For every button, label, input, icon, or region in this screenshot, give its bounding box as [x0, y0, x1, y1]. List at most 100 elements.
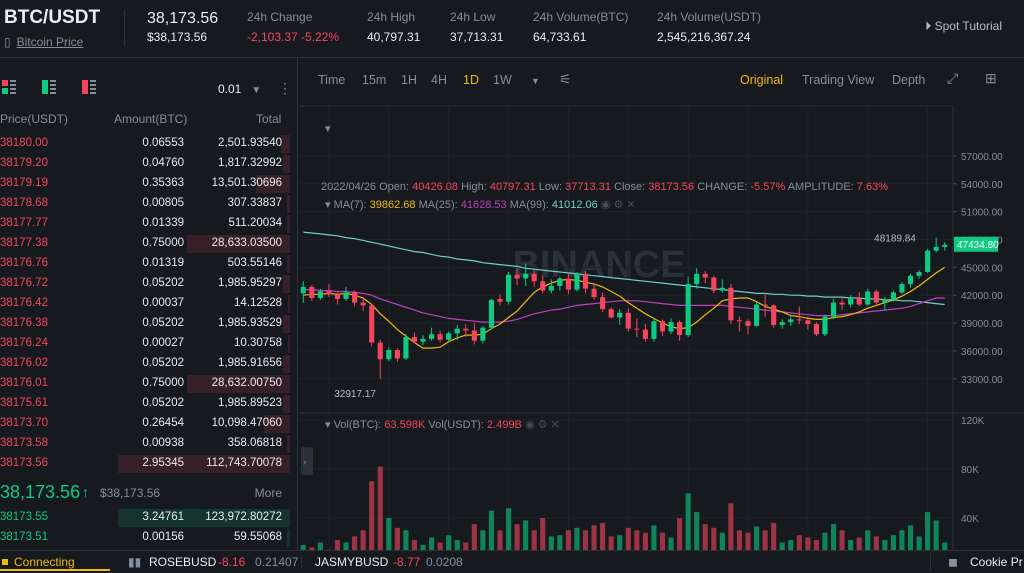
interval-1d[interactable]: 1D — [463, 73, 479, 87]
ask-row[interactable]: 38179.19 0.35363 13,501.30696 — [0, 174, 290, 194]
interval-time[interactable]: Time — [318, 73, 346, 87]
candle-body — [925, 250, 931, 272]
pair-title[interactable]: BTC/USDT — [4, 7, 101, 28]
spot-tutorial-link[interactable]: ⏵ Spot Tutorial — [925, 19, 1002, 34]
more-link[interactable]: More — [254, 486, 282, 500]
volume-bar — [762, 530, 768, 550]
stat-value-change: -2,103.37 -5.22% — [247, 30, 340, 44]
volume-bar — [771, 522, 777, 550]
ask-price: 38175.61 — [0, 397, 48, 409]
max-price-label: 48189.84 — [874, 234, 916, 245]
ask-row[interactable]: 38173.58 0.00938 358.06818 — [0, 434, 290, 454]
ask-row[interactable]: 38178.68 0.00805 307.33837 — [0, 194, 290, 214]
candle-body — [848, 298, 854, 305]
volume-bar — [480, 530, 486, 550]
ask-row[interactable]: 38176.76 0.01319 503.55146 — [0, 254, 290, 274]
ask-row[interactable]: 38176.24 0.00027 10.30758 — [0, 334, 290, 354]
volume-bar — [386, 518, 392, 550]
candle-body — [890, 292, 896, 300]
ask-row[interactable]: 38177.77 0.01339 511.20034 — [0, 214, 290, 234]
ma25-line — [303, 289, 945, 323]
volume-bar — [873, 536, 879, 550]
stat-label-change: 24h Change — [247, 10, 313, 24]
volume-bar — [890, 535, 896, 550]
ask-row[interactable]: 38180.00 0.06553 2,501.93540 — [0, 134, 290, 154]
ma-lines — [303, 231, 946, 349]
interval-1h[interactable]: 1H — [401, 73, 417, 87]
volume-bar — [360, 530, 366, 550]
ask-row[interactable]: 38175.61 0.05202 1,985.89523 — [0, 394, 290, 414]
intervals-dropdown-icon[interactable]: ▼ — [531, 76, 540, 86]
candle-body — [446, 333, 452, 340]
bid-row[interactable]: 38173.51 0.00156 59.55068 — [0, 528, 290, 548]
candle-body — [352, 292, 358, 303]
ask-row[interactable]: 38176.02 0.05202 1,985.91656 — [0, 354, 290, 374]
ask-amount: 0.00027 — [142, 337, 184, 349]
ohlc-date: 2022/04/26 — [321, 181, 376, 193]
buy-only-layout-icon[interactable] — [42, 80, 56, 94]
ask-row[interactable]: 38176.38 0.05202 1,985.93529 — [0, 314, 290, 334]
precision-select[interactable]: 0.01 ▼ — [218, 82, 261, 96]
status-underline — [0, 569, 110, 571]
volume-bar — [582, 530, 589, 550]
interval-15m[interactable]: 15m — [362, 73, 387, 87]
ticker-list-icon[interactable]: ▮▮ — [128, 555, 142, 569]
bitcoin-price-link[interactable]: ▯ Bitcoin Price — [4, 35, 83, 49]
price-tick-label: 42000.00 — [961, 291, 1003, 302]
both-sides-layout-icon[interactable] — [2, 80, 16, 94]
candle-body — [745, 321, 751, 326]
depth-bar — [187, 235, 290, 253]
ask-total: 112,743.70078 — [206, 457, 282, 469]
more-options-icon[interactable]: ⋮ — [278, 80, 292, 96]
ask-amount: 0.01319 — [142, 257, 184, 269]
sell-only-layout-icon[interactable] — [82, 80, 96, 94]
grid-layout-icon[interactable]: ⊞ — [985, 70, 997, 86]
view-tradingview[interactable]: Trading View — [802, 73, 875, 87]
stat-value-vol-usdt: 2,545,216,367.24 — [657, 30, 751, 44]
candle-body — [754, 304, 760, 326]
fullscreen-icon[interactable]: ⤢ — [947, 70, 959, 86]
col-total: Total — [256, 112, 282, 126]
ask-total: 511.20034 — [228, 217, 282, 229]
candle-body — [856, 298, 862, 305]
candlestick-chart[interactable]: BINANCE 57000.0054000.0051000.0048000.00… — [299, 102, 1024, 550]
ask-row[interactable]: 38177.38 0.75000 28,633.03500 — [0, 234, 290, 254]
depth-bar — [283, 315, 290, 333]
volume-bar — [822, 532, 828, 550]
collapse-arrow-icon[interactable]: ▾ — [325, 123, 331, 135]
current-price-label: 47434.80 — [957, 240, 999, 251]
ticker-rose-symbol[interactable]: ROSEBUSD — [149, 555, 217, 569]
ask-amount: 0.05202 — [142, 277, 184, 289]
ticker-jasmy-price: 0.0208 — [426, 555, 463, 569]
ask-row[interactable]: 38179.20 0.04760 1,817.32992 — [0, 154, 290, 174]
cookie-preferences-link[interactable]: Cookie Pr — [970, 555, 1023, 569]
view-depth[interactable]: Depth — [892, 73, 926, 87]
candle-body — [762, 304, 768, 306]
ask-row[interactable]: 38176.72 0.05202 1,985.95297 — [0, 274, 290, 294]
volume-bar — [685, 493, 691, 550]
depth-bar — [187, 375, 290, 393]
ma-legend: ▾ MA(7): 39862.68 MA(25): 41628.53 MA(99… — [325, 199, 636, 211]
bid-row[interactable]: 38173.55 3.24761 123,972.80272 — [0, 508, 290, 528]
depth-bar — [287, 195, 290, 213]
interval-4h[interactable]: 4H — [431, 73, 447, 87]
stat-label-vol-usdt: 24h Volume(USDT) — [657, 10, 762, 24]
ask-row[interactable]: 38176.01 0.75000 28,632.00750 — [0, 374, 290, 394]
ask-row[interactable]: 38173.70 0.26454 10,098.47060 — [0, 414, 290, 434]
volume-bar — [659, 532, 666, 550]
last-price-row[interactable]: 38,173.56 ↑ $38,173.56 More — [0, 480, 290, 506]
ask-row[interactable]: 38173.56 2.95345 112,743.70078 — [0, 454, 290, 474]
ticker-jasmy-symbol[interactable]: JASMYBUSD — [315, 555, 389, 569]
volume-bar — [813, 540, 819, 550]
ask-total: 1,985.89523 — [218, 397, 282, 409]
collapse-panel-handle[interactable] — [301, 447, 313, 475]
play-icon: ⏵ — [925, 19, 935, 33]
view-original[interactable]: Original — [740, 73, 784, 87]
stat-label-high: 24h High — [367, 10, 416, 24]
ask-row[interactable]: 38176.42 0.00037 14.12528 — [0, 294, 290, 314]
ask-total: 1,985.95297 — [218, 277, 282, 289]
interval-1w[interactable]: 1W — [493, 73, 512, 87]
indicator-settings-icon[interactable]: ⚟ — [559, 71, 572, 87]
col-amount: Amount(BTC) — [114, 112, 188, 126]
bitcoin-price-label[interactable]: Bitcoin Price — [16, 35, 84, 49]
